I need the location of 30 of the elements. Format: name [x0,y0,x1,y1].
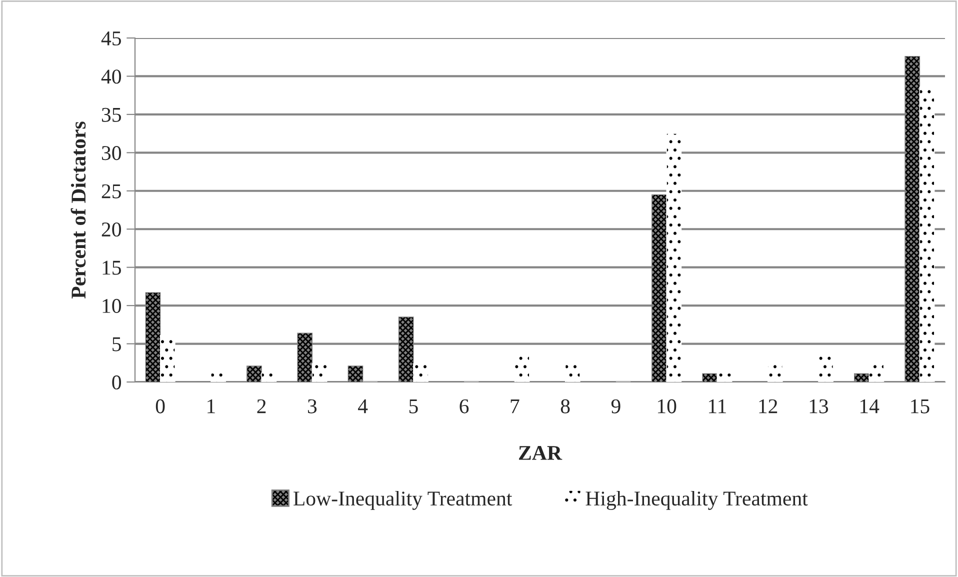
legend-label: Low-Inequality Treatment [294,490,512,510]
x-tick-label: 9 [611,399,620,414]
x-tick-label: 3 [308,399,317,414]
x-tick-label: 13 [810,399,828,414]
x-tick-label: 5 [409,399,418,414]
x-tick-label: 10 [658,399,676,414]
x-tick-label: 6 [460,399,469,414]
x-tick-label: 14 [860,399,880,414]
x-tick-label: 15 [911,399,930,414]
y-tick-label: 0 [112,375,122,390]
y-tick-label: 20 [102,222,122,237]
x-tick-label: 4 [358,399,368,414]
y-tick-label: 30 [102,146,122,160]
legend-label: High-Inequality Treatment [586,490,808,510]
y-tick-label: 35 [102,108,121,122]
y-tick-label: 40 [101,70,122,84]
y-axis-title: Percent of Dictators [70,122,86,299]
x-tick-label: 11 [708,399,726,414]
x-tick-label: 8 [560,399,570,414]
y-tick-label: 5 [112,337,121,352]
x-tick-label: 2 [257,399,266,414]
x-tick-label: 1 [208,399,215,414]
x-tick-label: 0 [156,399,165,414]
y-tick-label: 10 [102,298,122,313]
y-tick-label: 15 [102,260,121,275]
y-tick-label: 45 [101,32,121,46]
x-tick-label: 7 [510,399,520,414]
x-axis-title: ZAR [519,446,562,460]
y-tick-label: 25 [102,184,121,198]
x-tick-label: 12 [759,399,778,414]
